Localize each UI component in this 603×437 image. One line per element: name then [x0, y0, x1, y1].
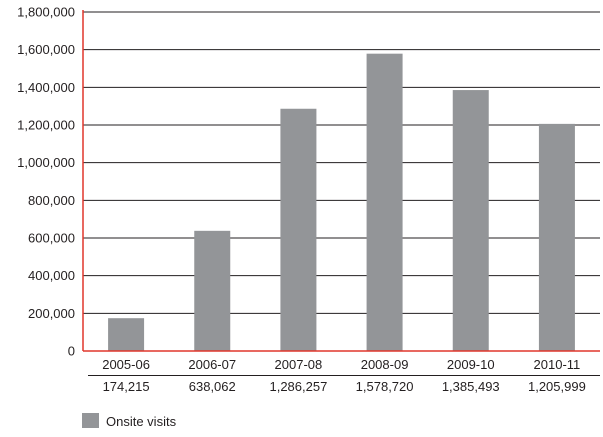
y-tick-label: 400,000: [28, 268, 75, 283]
bar: [452, 90, 489, 351]
bars: [108, 53, 575, 352]
bar: [194, 230, 231, 351]
y-tick-label: 1,600,000: [17, 42, 75, 57]
bar: [108, 318, 145, 351]
x-axis-labels: 2005-06 174,215 2006-07 638,062 2007-08 1,286…: [88, 357, 600, 394]
gridlines: [83, 11, 600, 314]
x-category-label: 2008-09: [361, 357, 409, 372]
bar: [538, 123, 575, 352]
y-tick-label: 800,000: [28, 193, 75, 208]
y-tick-label: 1,000,000: [17, 155, 75, 170]
bar: [366, 53, 403, 351]
y-tick-label: 600,000: [28, 231, 75, 246]
legend: Onsite visits: [82, 413, 177, 429]
x-value-label: 1,286,257: [269, 379, 327, 394]
y-tick-label: 1,800,000: [17, 5, 75, 20]
x-value-label: 638,062: [189, 379, 236, 394]
y-tick-label: 0: [68, 344, 75, 359]
x-category-label: 2007-08: [275, 357, 323, 372]
x-value-label: 1,578,720: [356, 379, 414, 394]
x-value-label: 1,205,999: [528, 379, 586, 394]
y-tick-label: 1,200,000: [17, 118, 75, 133]
bar: [280, 108, 317, 351]
y-axis-ticks: 0 200,000 400,000 600,000 800,000 1,000,000 1,…: [17, 5, 75, 359]
y-tick-label: 200,000: [28, 306, 75, 321]
y-tick-label: 1,400,000: [17, 80, 75, 95]
x-category-label: 2010-11: [534, 357, 581, 372]
axes: [82, 10, 600, 352]
legend-label: Onsite visits: [106, 414, 177, 429]
legend-swatch: [82, 413, 99, 428]
x-category-label: 2009-10: [447, 357, 495, 372]
x-category-label: 2005-06: [102, 357, 150, 372]
x-value-label: 1,385,493: [442, 379, 500, 394]
x-category-label: 2006-07: [188, 357, 236, 372]
x-value-label: 174,215: [103, 379, 150, 394]
